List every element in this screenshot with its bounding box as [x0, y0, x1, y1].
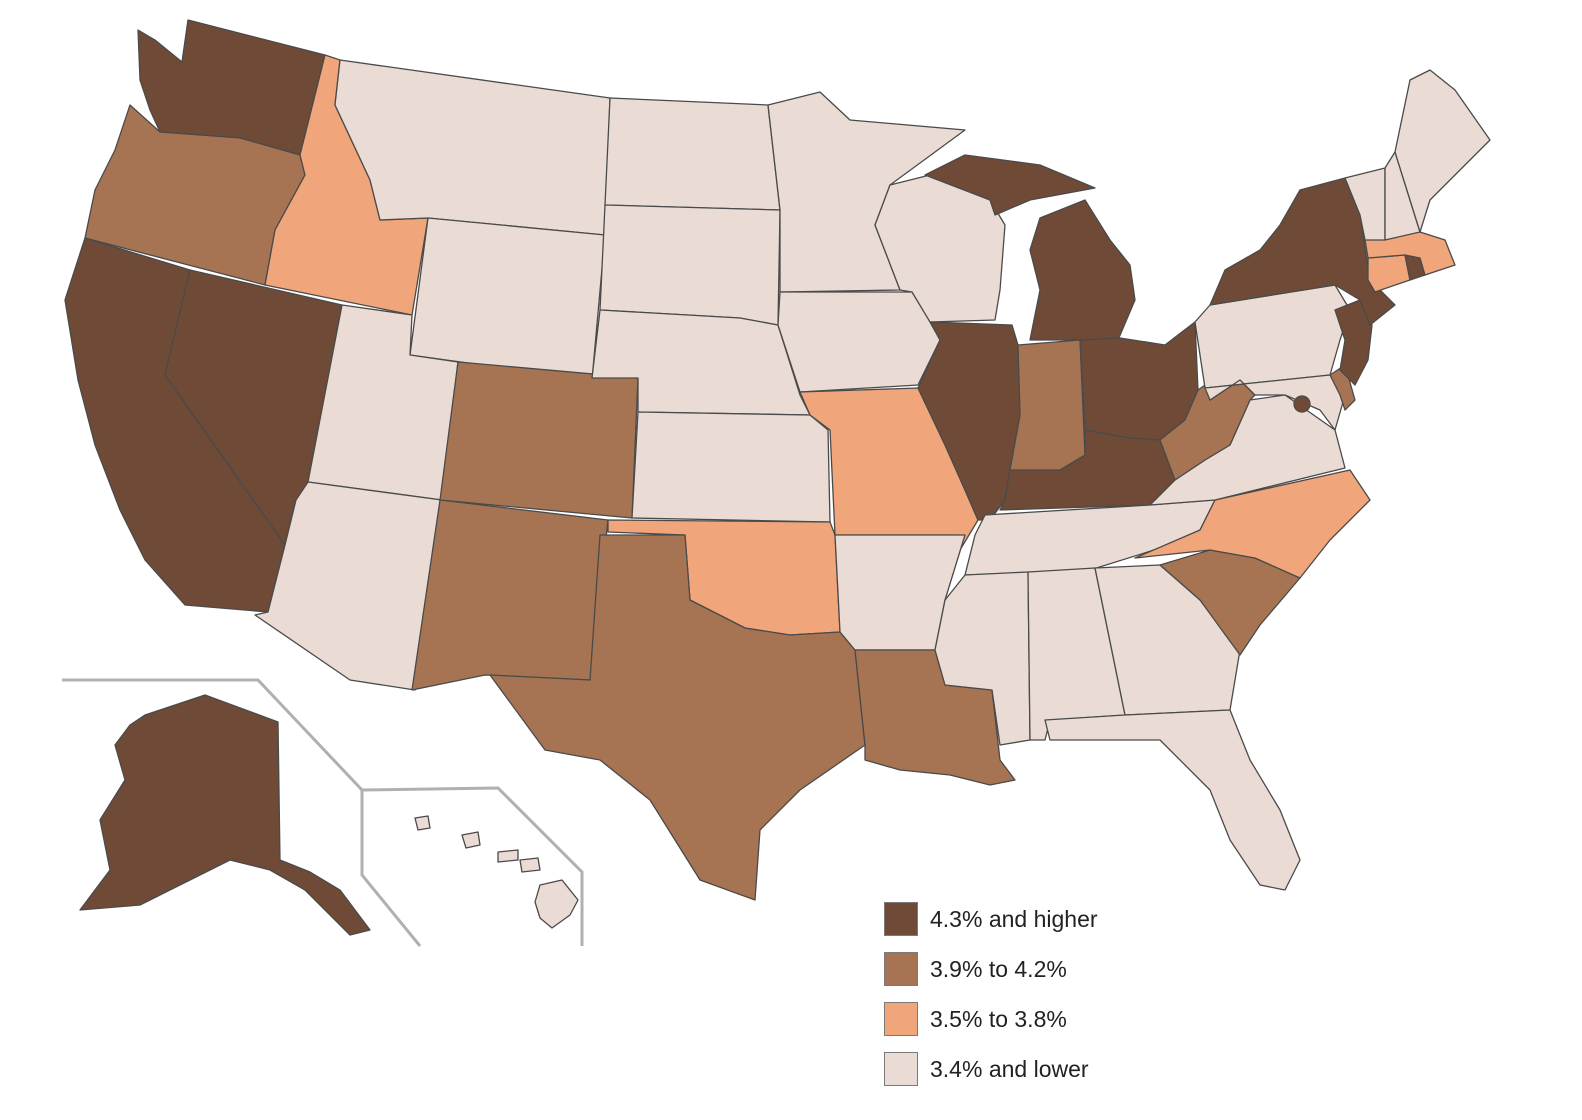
- state-OH: [1079, 321, 1199, 441]
- state-IN: [1009, 339, 1086, 479]
- legend-item: 3.9% to 4.2%: [884, 950, 1098, 988]
- state-HI-islands: [414, 815, 541, 873]
- state-MI-UP: [924, 154, 1096, 216]
- state-AK: [79, 694, 371, 936]
- legend-item: 3.4% and lower: [884, 1050, 1098, 1088]
- state-IA: [777, 291, 941, 393]
- legend-item: 3.5% to 3.8%: [884, 1000, 1098, 1038]
- state-MA: [1364, 231, 1456, 276]
- legend-swatch: [884, 1002, 918, 1036]
- state-SD: [599, 204, 781, 326]
- state-NM: [411, 499, 609, 691]
- legend-label: 3.5% to 3.8%: [930, 1005, 1067, 1032]
- state-MI-LP: [1029, 199, 1136, 341]
- hawaii-inset-border: [361, 786, 584, 946]
- legend-swatch: [884, 902, 918, 936]
- legend-swatch: [884, 1052, 918, 1086]
- legend-label: 3.4% and lower: [930, 1055, 1089, 1082]
- state-TX: [489, 534, 866, 901]
- legend-swatch: [884, 952, 918, 986]
- legend-item: 4.3% and higher: [884, 900, 1098, 938]
- legend: 4.3% and higher 3.9% to 4.2% 3.5% to 3.8…: [884, 900, 1098, 1100]
- legend-label: 3.9% to 4.2%: [930, 955, 1067, 982]
- state-WY: [409, 217, 606, 381]
- legend-label: 4.3% and higher: [930, 905, 1098, 932]
- state-KY: [999, 429, 1176, 511]
- state-CO: [439, 361, 639, 519]
- state-ND: [604, 97, 781, 211]
- state-HI: [534, 879, 579, 929]
- state-CT: [1367, 254, 1411, 293]
- state-DC: [1293, 395, 1311, 413]
- state-NC: [1134, 469, 1371, 579]
- state-FL: [1044, 709, 1301, 891]
- state-ME: [1394, 69, 1491, 233]
- state-VT: [1344, 167, 1386, 241]
- state-KS: [631, 411, 831, 523]
